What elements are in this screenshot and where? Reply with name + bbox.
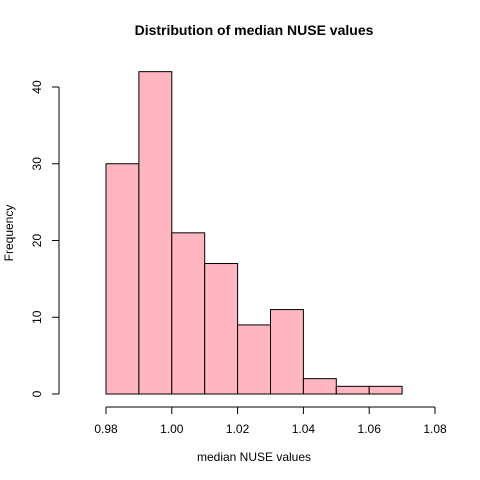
x-tick-label: 1.06 [358, 422, 382, 436]
x-axis-label: median NUSE values [197, 450, 311, 464]
y-tick-label: 0 [30, 390, 44, 397]
histogram-bar [335, 385, 370, 395]
histogram-bar [105, 163, 140, 395]
histogram-bar [204, 263, 239, 395]
y-tick-label: 10 [30, 310, 44, 324]
x-tick-label: 1.08 [423, 422, 447, 436]
y-ticks-group: 0 10 20 30 40 [30, 80, 59, 397]
chart-title: Distribution of median NUSE values [135, 22, 374, 38]
x-tick-label: 1.02 [226, 422, 250, 436]
y-tick-label: 30 [30, 157, 44, 171]
histogram-bar [171, 232, 206, 395]
bars-group [105, 71, 403, 395]
x-ticks-group: 0.98 1.00 1.02 1.04 1.06 1.08 [94, 407, 447, 436]
histogram-bar [270, 309, 304, 395]
y-tick-label: 20 [30, 234, 44, 248]
histogram-bar [138, 71, 173, 395]
y-axis-label: Frequency [2, 205, 16, 262]
histogram-bar [237, 324, 272, 395]
x-tick-label: 1.04 [292, 422, 316, 436]
histogram-bar [302, 378, 337, 395]
x-tick-label: 1.00 [160, 422, 184, 436]
x-tick-label: 0.98 [94, 422, 118, 436]
histogram-bar [368, 385, 403, 395]
y-tick-label: 40 [30, 80, 44, 94]
